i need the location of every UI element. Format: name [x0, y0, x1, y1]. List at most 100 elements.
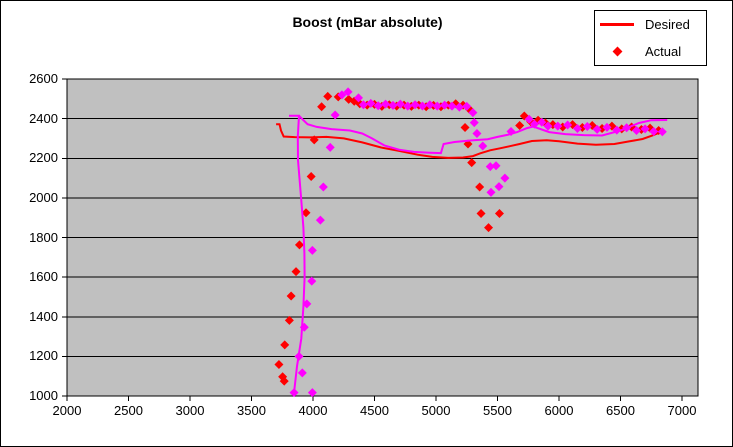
y-tick-label: 1000: [29, 388, 58, 403]
diamond-marker: [330, 110, 340, 120]
diamond-marker: [478, 141, 488, 151]
diamond-marker: [529, 119, 539, 129]
diamond-marker: [485, 162, 495, 172]
diamond-marker: [294, 240, 304, 250]
diamond-marker: [543, 121, 553, 131]
diamond-marker: [381, 99, 391, 109]
y-axis-labels: 1000 1200 1400 1600 1800 2000 2200 2400 2600: [1, 1, 58, 446]
diamond-marker: [302, 299, 312, 309]
diamond-marker: [515, 121, 525, 131]
diamond-marker: [622, 123, 632, 133]
diamond-marker: [440, 100, 450, 110]
x-tick-label: 4000: [298, 403, 328, 418]
diamond-marker: [417, 101, 427, 111]
legend: Desired Actual: [594, 10, 707, 66]
x-tick-label: 6500: [606, 403, 635, 418]
x-tick-label: 2500: [114, 403, 143, 418]
x-axis-labels: 2000 2500 3000 3500 4000 4500 5000 5500 6000 6500…: [1, 403, 732, 424]
diamond-marker: [279, 376, 289, 386]
diamond-marker: [358, 100, 368, 110]
diamond-marker: [286, 291, 296, 301]
diamond-marker: [553, 121, 563, 131]
x-tick-label: 3500: [237, 403, 266, 418]
diamond-marker: [307, 388, 317, 398]
diamond-marker: [472, 128, 482, 138]
diamond-marker: [366, 98, 376, 108]
diamond-marker: [318, 182, 328, 192]
diamond-marker: [403, 101, 413, 111]
legend-swatch-box: [595, 46, 639, 57]
diamond-marker: [373, 101, 383, 111]
diamond-marker: [317, 102, 327, 112]
diamond-marker: [284, 315, 294, 325]
diamond-marker: [649, 127, 659, 137]
diamond-marker: [563, 120, 573, 130]
y-tick-label: 2200: [29, 150, 58, 166]
series-unlabeled-magenta-points: [289, 87, 667, 398]
diamond-marker: [491, 161, 501, 171]
diamond-marker: [297, 368, 307, 378]
diamond-marker: [395, 99, 405, 109]
diamond-marker: [289, 388, 299, 398]
x-tick-label: 4500: [360, 403, 389, 418]
y-tick-label: 1600: [29, 269, 58, 285]
diamond-marker: [494, 209, 504, 219]
diamond-marker: [602, 122, 612, 132]
diamond-marker: [494, 182, 504, 192]
x-tick-label: 7000: [667, 403, 697, 418]
x-tick-label: 3000: [175, 403, 205, 418]
y-tick-label: 2600: [29, 71, 58, 86]
diamond-marker: [309, 135, 319, 145]
diamond-marker: [640, 124, 650, 134]
x-tick-label: 6000: [544, 403, 574, 418]
diamond-marker: [612, 125, 622, 135]
y-tick-label: 2400: [29, 110, 58, 126]
diamond-marker: [274, 359, 284, 369]
diamond-marker: [568, 120, 578, 130]
series-unlabeled-magenta-line: [289, 114, 668, 393]
diamond-marker: [467, 158, 477, 168]
diamond-marker: [476, 209, 486, 219]
diamond-marker: [337, 90, 347, 100]
diamond-marker: [425, 100, 435, 110]
diamond-marker: [315, 215, 325, 225]
legend-actual-diamond-swatch: [612, 46, 622, 57]
x-tick-label: 5000: [421, 403, 451, 418]
diamond-marker: [506, 127, 516, 137]
diamond-marker: [294, 351, 304, 361]
diamond-marker: [572, 124, 582, 134]
diamond-marker: [537, 117, 547, 127]
diamond-marker: [447, 101, 457, 111]
diamond-marker: [291, 267, 301, 277]
diamond-marker: [631, 126, 641, 136]
legend-swatch-box: [595, 23, 639, 26]
diamond-marker: [432, 101, 442, 111]
x-tick-label: 2000: [52, 403, 82, 418]
y-tick-label: 1200: [29, 348, 58, 364]
diamond-marker: [469, 118, 479, 128]
diamond-marker: [354, 93, 364, 103]
diamond-marker: [460, 123, 470, 133]
diamond-marker: [500, 173, 510, 183]
diamond-marker: [388, 100, 398, 110]
diamond-marker: [548, 120, 558, 130]
legend-item-desired: Desired: [595, 12, 706, 38]
diamond-marker: [468, 108, 478, 118]
diamond-marker: [484, 223, 494, 233]
diamond-marker: [325, 142, 335, 152]
chart-title: Boost (mBar absolute): [292, 14, 443, 30]
y-tick-label: 1800: [29, 229, 58, 245]
x-tick-label: 5500: [483, 403, 512, 418]
diamond-marker: [280, 340, 290, 350]
diamond-marker: [301, 208, 311, 218]
diamond-marker: [307, 276, 317, 286]
y-tick-label: 2000: [29, 189, 58, 205]
series-desired-line: [276, 123, 661, 159]
diamond-marker: [343, 87, 353, 97]
diamond-marker: [475, 182, 485, 192]
diamond-marker: [454, 102, 464, 112]
diamond-marker: [299, 322, 309, 332]
diamond-marker: [323, 91, 333, 101]
